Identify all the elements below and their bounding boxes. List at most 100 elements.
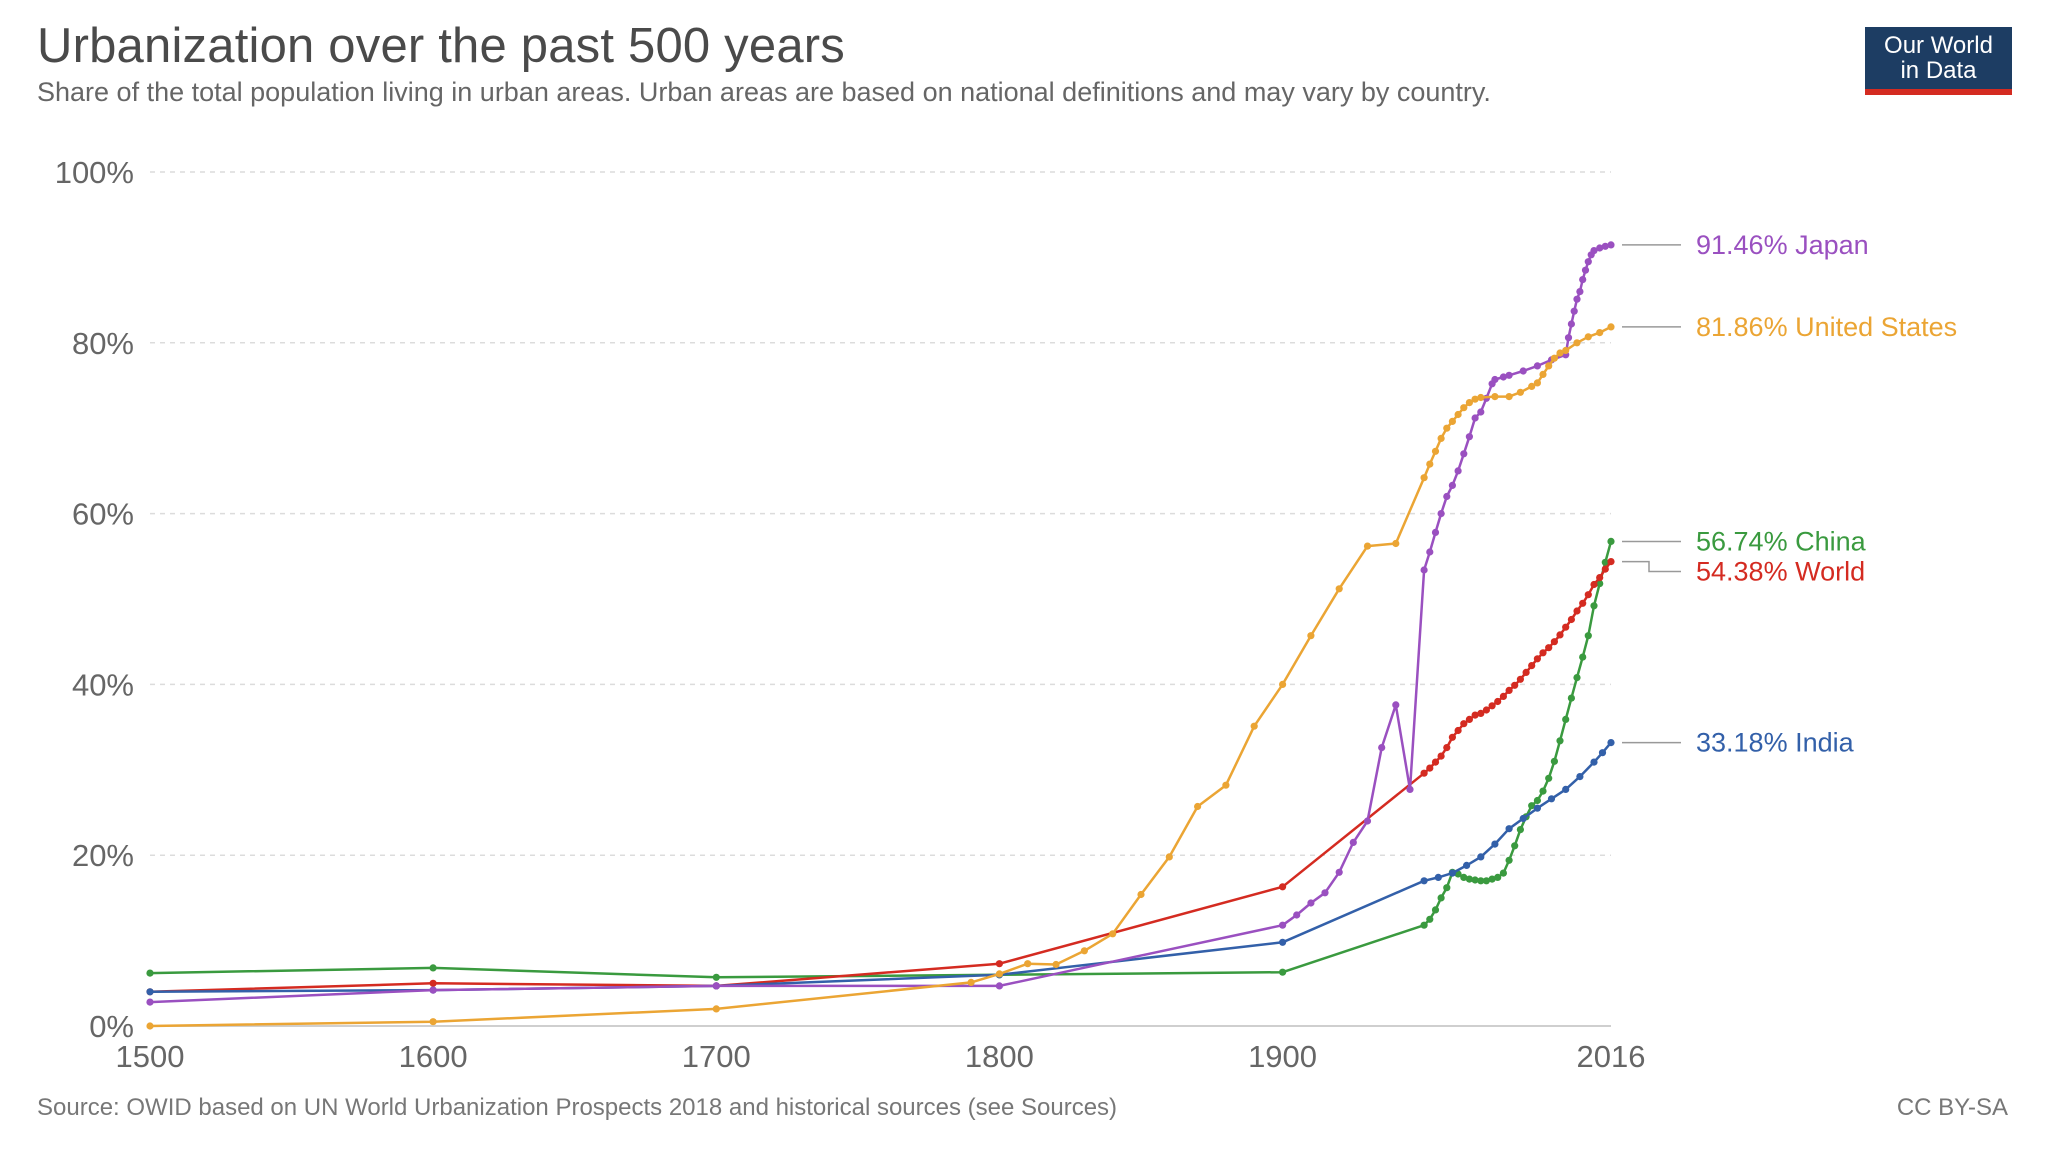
data-point[interactable] [1335,868,1343,876]
data-point[interactable] [1528,802,1536,810]
data-point[interactable] [1601,558,1609,566]
data-point[interactable] [1505,856,1513,864]
data-point[interactable] [1420,877,1428,885]
data-point[interactable] [1550,354,1558,362]
series-world[interactable] [146,558,1615,996]
data-point[interactable] [1556,349,1564,357]
data-point[interactable] [1547,795,1556,803]
data-point[interactable] [1516,388,1524,396]
data-point[interactable] [1477,408,1485,416]
data-point[interactable] [1420,566,1428,574]
data-point[interactable] [1516,826,1524,834]
data-point[interactable] [1426,460,1434,468]
series-japan[interactable] [146,241,1615,1006]
data-point[interactable] [1482,706,1490,714]
series-china[interactable] [146,537,1615,981]
data-point[interactable] [1431,528,1440,537]
data-point[interactable] [1505,686,1513,695]
data-point[interactable] [1579,599,1587,607]
data-point[interactable] [1454,726,1462,735]
data-point[interactable] [1607,241,1615,249]
data-point[interactable] [1471,876,1479,884]
data-point[interactable] [1590,602,1598,610]
data-point[interactable] [1573,607,1581,615]
data-point[interactable] [1222,781,1230,789]
data-point[interactable] [1545,362,1553,370]
data-point[interactable] [1505,825,1513,833]
series-line[interactable] [149,325,1612,1028]
data-point[interactable] [1491,840,1499,848]
data-point[interactable] [1499,692,1507,701]
data-point[interactable] [1579,276,1587,284]
data-point[interactable] [712,1005,720,1013]
data-point[interactable] [1601,242,1609,250]
data-point[interactable] [1392,539,1400,548]
data-point[interactable] [1460,450,1468,458]
data-point[interactable] [1545,774,1553,782]
data-point[interactable] [1573,674,1581,682]
data-point[interactable] [712,973,720,981]
data-point[interactable] [1349,838,1357,847]
data-point[interactable] [1505,393,1513,401]
data-point[interactable] [1598,749,1607,757]
data-point[interactable] [1109,930,1117,938]
data-point[interactable] [1454,467,1462,475]
data-point[interactable] [1448,733,1456,741]
data-point[interactable] [1477,853,1485,861]
data-point[interactable] [1533,796,1541,805]
data-point[interactable] [1545,644,1553,652]
data-point[interactable] [1471,711,1479,719]
data-point[interactable] [1307,899,1315,907]
data-point[interactable] [1488,702,1496,710]
data-point[interactable] [1539,649,1547,657]
data-point[interactable] [1392,701,1400,709]
license-note[interactable]: CC BY-SA [1896,1094,2008,1121]
source-note[interactable]: Source: OWID based on UN World Urbanizat… [37,1094,1118,1121]
data-point[interactable] [1465,875,1473,883]
data-point[interactable] [429,964,437,972]
data-point[interactable] [1471,395,1479,403]
data-point[interactable] [1533,362,1541,370]
data-point[interactable] [1499,373,1507,381]
data-point[interactable] [1448,417,1456,425]
data-point[interactable] [1528,382,1536,390]
data-point[interactable] [146,1022,154,1030]
data-point[interactable] [995,970,1004,978]
data-point[interactable] [1584,632,1592,640]
data-point[interactable] [1564,334,1573,342]
data-point[interactable] [429,1018,437,1026]
data-point[interactable] [995,982,1004,990]
data-point[interactable] [1165,853,1173,861]
data-point[interactable] [1279,968,1287,976]
data-point[interactable] [712,982,720,990]
data-point[interactable] [1584,258,1592,266]
data-point[interactable] [1607,739,1615,747]
data-point[interactable] [1576,773,1584,781]
data-point[interactable] [1460,404,1468,412]
data-point[interactable] [1463,861,1471,870]
data-point[interactable] [1522,668,1530,677]
data-point[interactable] [1590,247,1598,255]
data-point[interactable] [146,988,154,996]
data-point[interactable] [1477,393,1485,402]
data-point[interactable] [146,969,154,977]
data-point[interactable] [1607,558,1615,566]
data-point[interactable] [1431,447,1440,455]
data-point[interactable] [1363,542,1372,550]
data-point[interactable] [1431,758,1440,766]
data-point[interactable] [1437,752,1445,760]
data-point[interactable] [1579,653,1587,661]
data-point[interactable] [1465,399,1473,407]
data-point[interactable] [1488,875,1496,883]
data-point[interactable] [1431,906,1440,914]
data-point[interactable] [1024,960,1032,968]
data-point[interactable] [1443,884,1451,892]
data-point[interactable] [1596,580,1604,588]
data-point[interactable] [1080,947,1088,955]
data-point[interactable] [1434,873,1442,882]
data-point[interactable] [1443,424,1451,432]
data-point[interactable] [1556,737,1564,745]
data-point[interactable] [1567,320,1575,328]
data-point[interactable] [1539,787,1547,795]
data-point[interactable] [429,979,437,987]
